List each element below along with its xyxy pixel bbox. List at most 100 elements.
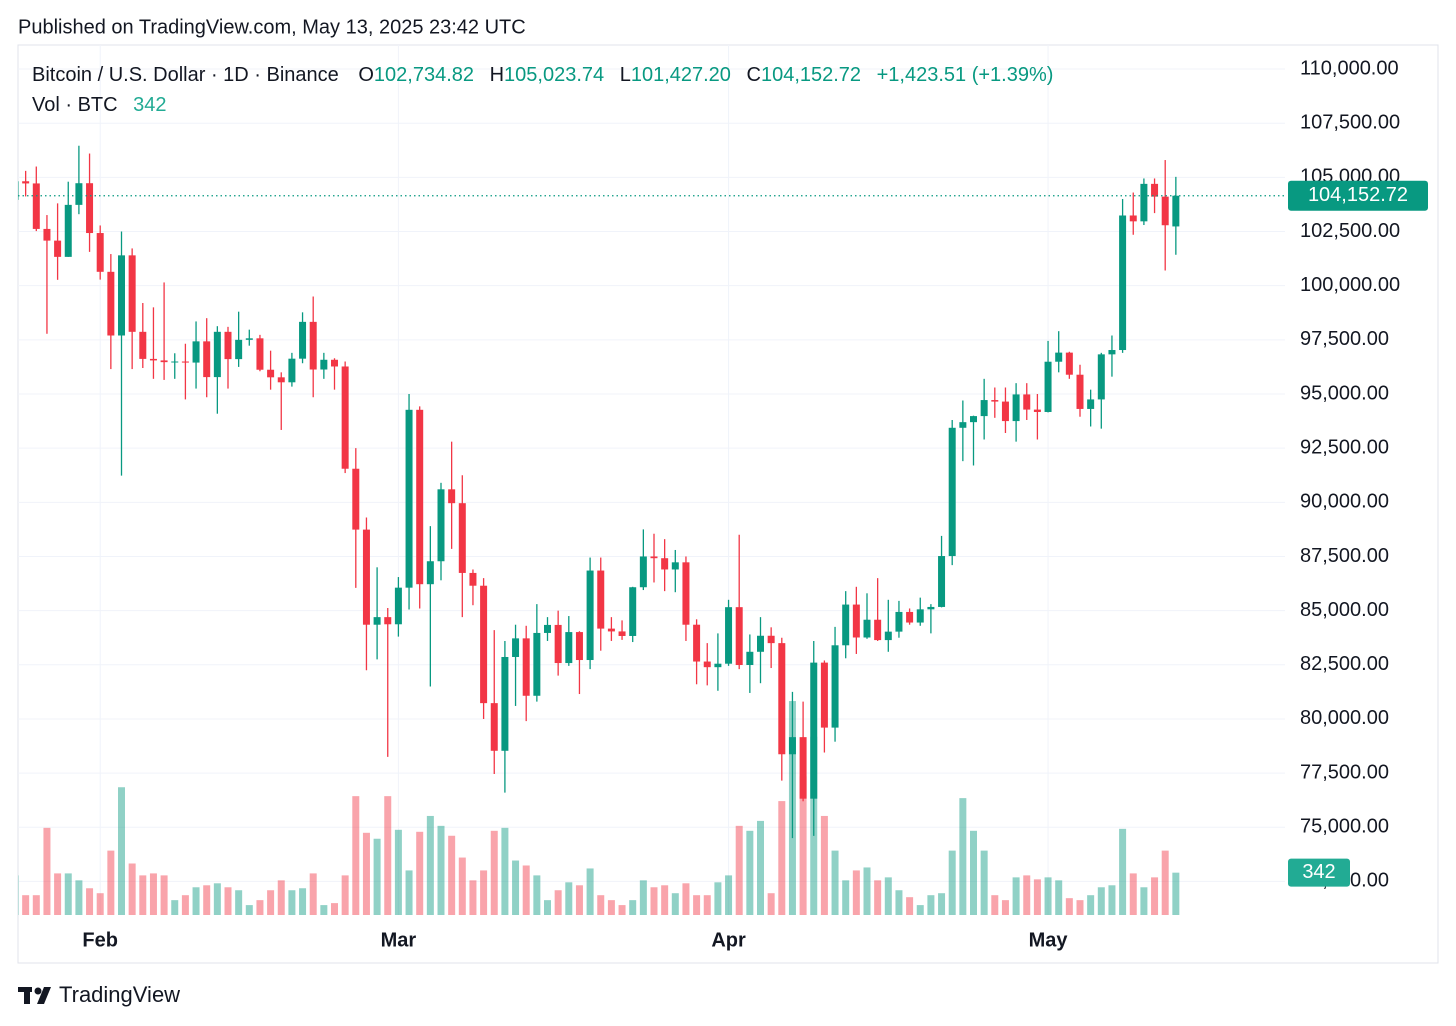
volume-bar [884,877,892,915]
candle-body [448,489,456,504]
volume-bar [607,900,615,915]
volume-bar [149,873,157,915]
candle-body [309,321,317,370]
candle-body [277,377,285,383]
y-tick-label: 87,500.00 [1300,545,1389,567]
legend-change: +1,423.51 [877,64,967,86]
frame [17,44,1439,964]
volume-bar [394,829,402,915]
volume-bar [256,900,264,915]
candle-body [767,635,775,644]
candle-body [597,570,605,629]
candle-body [618,631,626,636]
candle-body [373,617,381,625]
volume-bar [1119,828,1127,915]
candle-body [1001,401,1009,422]
candle-body [746,651,754,666]
candle-body [693,624,701,662]
volume-bar [586,868,594,915]
brand: TradingView [59,982,180,1007]
volume-bar [309,873,317,915]
y-tick-label: 97,500.00 [1300,328,1389,350]
volume-bar [22,895,30,915]
volume-bar [384,796,392,915]
volume-bar [139,875,147,915]
candle-body [1065,352,1073,375]
volume-bar [75,880,83,915]
volume-bar [767,893,775,915]
volume-bar [458,857,466,915]
candle-body [32,183,40,229]
volume-bar [1172,872,1180,915]
candle-body [245,338,253,340]
candle-body [629,587,637,636]
volume-bar [778,801,786,915]
candle-body [203,341,211,378]
volume-bar [181,895,189,915]
y-tick-label: 77,500.00 [1300,761,1389,783]
legend-change-pct: (+1.39%) [972,64,1054,86]
y-tick-label: 95,000.00 [1300,382,1389,404]
candle-body [842,604,850,646]
volume-bar [1108,885,1116,915]
y-tick-label: 75,000.00 [1300,816,1389,838]
volume-bar [118,787,125,915]
volume-bar [725,875,733,915]
candle-body [149,358,157,361]
volume-bar [1012,877,1020,915]
volume-bar [703,895,711,915]
y-tick-label: 92,500.00 [1300,436,1389,458]
volume-bar [469,880,477,915]
candle-body [852,604,860,638]
candle-body [128,255,136,332]
legend-value: 102,734.82 [374,64,474,86]
candle-body [139,331,147,359]
candle-body [991,400,999,402]
volume-bar [288,890,296,915]
volume-bar [938,893,946,915]
volume-bar [32,895,40,915]
volume-bar [1129,873,1137,915]
candle-body [938,556,946,607]
volume-bar [1140,887,1148,915]
volume-bar [171,900,179,915]
volume-bar [54,873,62,915]
volume-title: Vol · BTC [32,94,118,116]
candle-body [384,617,392,625]
volume-bar [501,827,509,915]
x-tick-label: Apr [711,929,746,951]
volume-bar [746,830,754,915]
candle-body [650,556,658,559]
candle-body [501,656,509,751]
volume-bar [267,890,275,915]
candle-body [1108,350,1116,355]
legend-value: 101,427.20 [631,64,731,86]
y-tick-label: 80,000.00 [1300,707,1389,729]
candle-body [1023,394,1031,410]
volume-bar [970,830,977,915]
x-tick-label: Mar [381,929,417,951]
volume-bar [426,815,434,915]
candle-body [1161,196,1169,226]
volume-bar [682,883,690,915]
candle-body [725,607,733,664]
candle-body [575,632,583,661]
candle-body [778,643,786,755]
volume-bar [1097,887,1105,915]
candle-body [96,233,104,272]
y-tick-label: 90,000.00 [1300,491,1389,513]
volume-bar [735,825,743,915]
price-tag [1288,180,1428,211]
candle-body [980,400,988,417]
volume-bar [107,850,115,915]
candle-body [533,632,541,696]
candle-body [43,228,51,241]
candle-body [927,606,935,610]
candle-body [1055,352,1063,362]
candle-body [522,638,530,696]
candle-body [54,240,62,257]
candle-body [181,361,189,363]
candle-body [959,422,967,428]
volume-bar [437,825,445,915]
